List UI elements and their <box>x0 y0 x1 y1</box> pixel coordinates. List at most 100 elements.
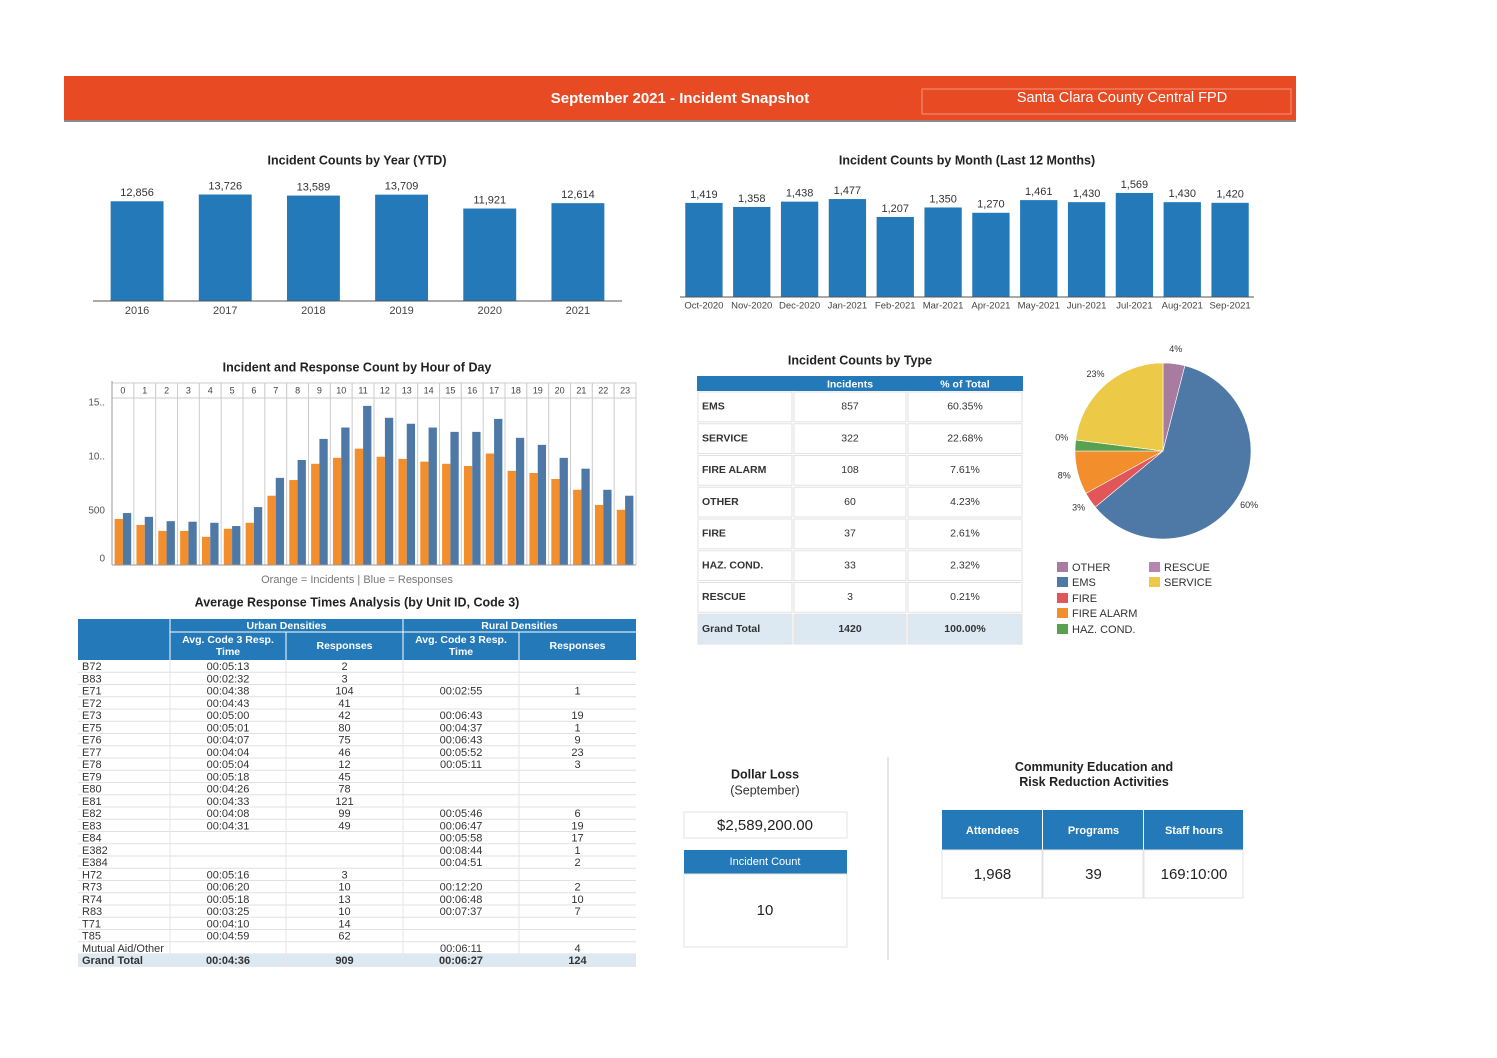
table-text: E384 <box>82 857 108 869</box>
table-text: E72 <box>82 698 102 710</box>
value-label: 12,614 <box>561 189 595 201</box>
legend-swatch <box>1149 577 1160 587</box>
dollar-value: $2,589,200.00 <box>717 817 813 834</box>
pie-slice <box>1094 365 1252 540</box>
bar <box>384 417 394 565</box>
table-text: 00:04:36 <box>206 955 250 967</box>
table-text: 00:04:31 <box>207 820 250 832</box>
table-text: 00:04:59 <box>207 931 250 943</box>
value-label: 1,350 <box>929 193 957 205</box>
table-cell <box>697 423 793 454</box>
table-cell <box>907 391 1023 423</box>
bar <box>180 530 189 565</box>
table-cell <box>907 423 1023 454</box>
x-tick-label: 2021 <box>566 305 590 317</box>
table-cell <box>907 486 1023 518</box>
x-tick-label: 19 <box>533 385 543 395</box>
legend-swatch <box>1057 593 1068 603</box>
bar <box>573 489 582 565</box>
table-text: 75 <box>338 735 350 747</box>
bar <box>1163 202 1201 297</box>
legend-label: HAZ. COND. <box>1072 624 1136 636</box>
bar <box>201 536 211 565</box>
bar <box>363 405 372 565</box>
table-text: 00:04:43 <box>207 698 250 710</box>
table-text: 00:04:51 <box>440 857 483 869</box>
bar <box>420 461 429 565</box>
table-text: E81 <box>82 796 102 808</box>
bar <box>375 194 429 301</box>
column-header: Responses <box>549 640 606 652</box>
value-label: 12,856 <box>120 187 154 199</box>
table-text: 00:04:10 <box>207 918 250 930</box>
column-header-box: Responses <box>316 640 372 652</box>
table-text: 00:12:20 <box>440 882 483 894</box>
group-header: Rural Densities <box>481 620 558 632</box>
count-box <box>683 873 848 948</box>
table-text: OTHER <box>702 496 739 508</box>
bar <box>625 495 634 565</box>
table-text: 13 <box>338 894 350 906</box>
x-tick-label: 18 <box>511 385 521 395</box>
table-text: 104 <box>335 686 353 698</box>
table-text: E84 <box>82 833 102 845</box>
x-tick-label: Apr-2021 <box>971 301 1010 312</box>
table-text: 4 <box>574 943 580 955</box>
table-cell <box>907 518 1023 550</box>
legend-label: EMS <box>1072 577 1096 589</box>
table-text: 10 <box>338 906 350 918</box>
table-text: 45 <box>338 771 350 783</box>
table-cell <box>697 391 793 423</box>
bar <box>286 195 340 301</box>
chart-title: Incident Counts by Year (YTD) <box>268 153 447 167</box>
column-header-box: Avg. Code 3 Resp. Time <box>182 634 274 658</box>
page-title: September 2021 - Incident Snapshot <box>551 90 809 107</box>
table-text: 19 <box>571 710 583 722</box>
table-text: 121 <box>335 796 353 808</box>
table-text: B72 <box>82 661 102 673</box>
bar <box>144 516 154 565</box>
bar <box>924 207 962 297</box>
bar <box>166 521 175 565</box>
table-text: 00:04:33 <box>207 796 250 808</box>
table-text: 00:05:18 <box>207 894 250 906</box>
bar <box>297 460 306 565</box>
table-cell <box>793 391 907 423</box>
count-value: 10 <box>757 902 774 919</box>
community-title: Community Education and Risk Reduction A… <box>1014 760 1174 789</box>
table-title: Average Response Times Analysis (by Unit… <box>195 595 520 609</box>
table-text: E77 <box>82 747 102 759</box>
table-text: 7 <box>574 906 580 918</box>
bar <box>245 522 254 565</box>
value-label: 11,921 <box>473 194 506 206</box>
bar <box>472 431 481 565</box>
table-text: 2.32% <box>950 559 980 571</box>
table-text: 6 <box>574 808 580 820</box>
group-header: Urban Densities <box>247 620 327 632</box>
count-label: Incident Count <box>730 856 801 868</box>
value-label: 13,726 <box>208 180 242 192</box>
table-text: E73 <box>82 710 102 722</box>
chart-title: Incident and Response Count by Hour of D… <box>223 360 492 374</box>
table-text: 00:05:16 <box>207 869 250 881</box>
table-text: H72 <box>82 869 102 881</box>
y-tick-label: 0 <box>99 554 105 565</box>
x-tick-label: 2018 <box>301 305 325 317</box>
table-cell <box>697 550 793 581</box>
table-text: 1420 <box>838 623 862 635</box>
table-cell <box>793 423 907 454</box>
table-cell <box>793 550 907 581</box>
table-cell <box>907 582 1023 613</box>
x-tick-label: 3 <box>186 385 191 395</box>
bar <box>494 418 503 565</box>
pie-label: 0% <box>1055 433 1068 443</box>
table-header <box>697 376 1023 391</box>
table-text: R74 <box>82 894 102 906</box>
table-text: 1 <box>574 686 580 698</box>
table-text: 909 <box>335 955 353 967</box>
table-text: 1 <box>574 845 580 857</box>
bar <box>188 521 197 565</box>
x-tick-label: 2 <box>164 385 169 395</box>
table-text: T71 <box>82 918 101 930</box>
pie-label: 3% <box>1072 503 1085 513</box>
